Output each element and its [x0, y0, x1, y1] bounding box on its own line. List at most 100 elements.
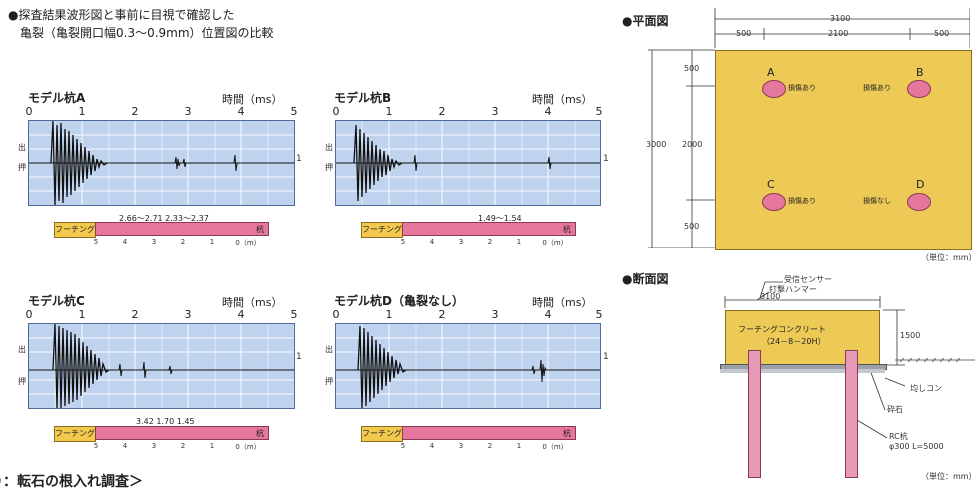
pile-marker: [907, 80, 931, 98]
footing-tag: フーチング: [54, 222, 96, 238]
plan-dimension-lines: [648, 8, 970, 248]
plan-heading: ●平面図: [622, 14, 669, 28]
hammer-label: 打撃ハンマー: [769, 285, 817, 294]
gravel-layer: [720, 369, 885, 373]
in-label: 押: [18, 377, 26, 386]
scale-tick: 2: [487, 238, 493, 246]
dim-left-mid: 2000: [682, 140, 703, 149]
pile-marker: [762, 193, 786, 211]
axis-tick: 5: [290, 105, 298, 118]
time-unit-label: 時間（ms）: [222, 93, 283, 106]
scale-tick: 1: [516, 442, 522, 450]
pile-id: A: [767, 66, 775, 79]
out-label: 出: [325, 143, 333, 152]
dim-top-left: 500: [736, 29, 752, 38]
waveform-chart: [28, 323, 295, 409]
panel-title: モデル杭A: [28, 91, 86, 105]
leveling-label: 均しコン: [910, 384, 942, 393]
section-lines: [724, 281, 975, 439]
pile-label: 杭: [256, 225, 264, 234]
footing-grade: （24－8－20H）: [762, 337, 826, 346]
scale-tick: 3: [151, 442, 157, 450]
axis-tick: 1: [78, 105, 86, 118]
pile-label: 杭: [563, 429, 571, 438]
waveform-svg: [29, 324, 294, 408]
scale-tick: 5: [400, 442, 406, 450]
axis-tick: 2: [131, 308, 139, 321]
scale-tick: 2: [487, 442, 493, 450]
pile-id: B: [916, 66, 924, 79]
footing-tag: フーチング: [54, 426, 96, 442]
axis-tick: 4: [237, 308, 245, 321]
scale-tick: 3: [458, 442, 464, 450]
out-label: 出: [325, 345, 333, 354]
panel-title: モデル杭B: [334, 91, 392, 105]
scale-tick: 2: [180, 238, 186, 246]
axis-tick: 4: [544, 105, 552, 118]
gravel-label: 砕石: [887, 405, 903, 414]
footing-tag: フーチング: [361, 426, 403, 442]
scale-tick: 0（m）: [235, 239, 261, 247]
time-unit-label: 時間（ms）: [222, 296, 283, 309]
axis-tick: 3: [491, 105, 499, 118]
pile-bar: [95, 222, 269, 236]
axis-tick: 1: [78, 308, 86, 321]
pile-note: 損傷あり: [788, 84, 816, 92]
section-width-dim: 3100: [760, 292, 781, 301]
rc-pile-right: [845, 350, 858, 478]
in-label: 押: [325, 377, 333, 386]
pile-spec-label: φ300 L=5000: [889, 442, 944, 451]
pile-note: 損傷なし: [863, 197, 891, 205]
axis-tick: 3: [184, 105, 192, 118]
plan-unit-note: （単位：mm）: [921, 253, 977, 262]
scale-tick: 4: [122, 238, 128, 246]
time-unit-label: 時間（ms）: [532, 296, 593, 309]
time-unit-label: 時間（ms）: [532, 93, 593, 106]
scale-tick: 1: [209, 238, 215, 246]
dim-top-right: 500: [934, 29, 950, 38]
axis-tick: 5: [595, 308, 603, 321]
pile-note: 損傷あり: [788, 197, 816, 205]
axis-tick: 0: [25, 105, 33, 118]
axis-tick: 2: [438, 105, 446, 118]
scale-tick: 4: [429, 442, 435, 450]
dim-top-mid: 2100: [828, 29, 849, 38]
scale-tick: 5: [93, 442, 99, 450]
axis-tick: 5: [595, 105, 603, 118]
axis-tick: 1: [385, 105, 393, 118]
scale-tick: 0（m）: [542, 443, 568, 451]
waveform-svg: [336, 324, 600, 408]
section-height-dim: 1500: [900, 331, 921, 340]
crack-markers: 3.42 1.70 1.45: [136, 417, 195, 426]
crack-markers: 1.49～1.54: [478, 214, 522, 223]
waveform-chart: [28, 120, 295, 206]
scale-one-label: 1: [296, 154, 302, 164]
scale-tick: 5: [400, 238, 406, 246]
pile-bar: [95, 426, 269, 440]
scale-tick: 1: [209, 442, 215, 450]
pile-id: D: [916, 178, 925, 191]
rc-pile-left: [748, 350, 761, 478]
pile-id: C: [767, 178, 775, 191]
axis-tick: 2: [438, 308, 446, 321]
in-label: 押: [325, 163, 333, 172]
waveform-svg: [29, 121, 294, 205]
pile-bar: [402, 222, 576, 236]
scale-tick: 4: [429, 238, 435, 246]
pile-bar: [402, 426, 576, 440]
in-label: 押: [18, 163, 26, 172]
header-line-2: 亀裂（亀裂開口幅0.3～0.9mm）位置図の比較: [20, 26, 274, 40]
axis-tick: 3: [184, 308, 192, 321]
axis-tick: 4: [237, 105, 245, 118]
waveform-chart: [335, 323, 601, 409]
pile-type-label: RC杭: [889, 432, 908, 441]
panel-title: モデル杭D（亀裂なし）: [334, 294, 464, 308]
dim-left-total: 3000: [646, 140, 667, 149]
pile-label: 杭: [563, 225, 571, 234]
scale-one-label: 1: [603, 154, 609, 164]
footing-label: フーチングコンクリート: [738, 325, 826, 334]
scale-tick: 3: [458, 238, 464, 246]
footer-caption: ）：転石の根入れ調査＞: [0, 474, 143, 490]
axis-tick: 5: [290, 308, 298, 321]
scale-tick: 3: [151, 238, 157, 246]
